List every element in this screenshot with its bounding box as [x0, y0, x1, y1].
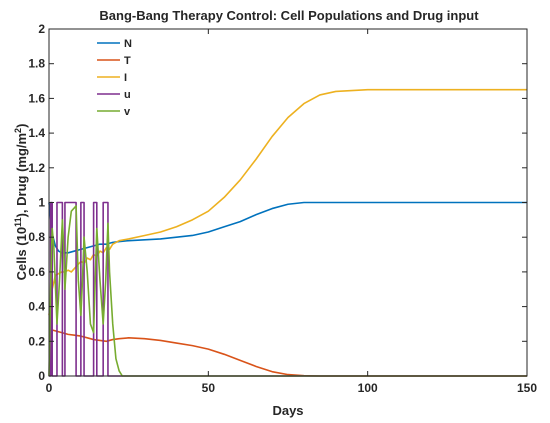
- y-tick-label: 0.6: [28, 265, 45, 279]
- legend-label-I: I: [124, 72, 127, 84]
- series-line-N: [48, 201, 527, 254]
- legend-label-u: u: [124, 89, 131, 101]
- legend-label-T: T: [124, 55, 131, 67]
- y-tick-label: 2: [38, 22, 45, 36]
- x-axis-label: Days: [272, 403, 303, 418]
- y-tick-label: 0.8: [28, 230, 45, 244]
- axes-layer: 0 50 100 150 0 0.2 0.4 0.6 0.8 1 1.2 1.4 1.6 1.8 2: [28, 22, 537, 395]
- y-tick-label: 1.2: [28, 161, 45, 175]
- series-line-v: [48, 205, 527, 377]
- series-line-T: [48, 328, 527, 377]
- legend-label-v: v: [124, 106, 131, 118]
- legend-label-N: N: [124, 38, 132, 50]
- y-tick-label: 1.4: [28, 126, 45, 140]
- y-tick-label: 1.6: [28, 91, 45, 105]
- x-tick-label: 50: [202, 381, 216, 395]
- y-tick-label: 0: [38, 369, 45, 383]
- y-tick-label: 1.8: [28, 57, 45, 71]
- chart-title: Bang-Bang Therapy Control: Cell Populati…: [99, 8, 479, 23]
- y-tick-label: 0.4: [28, 300, 45, 314]
- y-tick-label: 1: [38, 196, 45, 210]
- x-tick-label: 150: [517, 381, 537, 395]
- x-tick-label: 100: [358, 381, 378, 395]
- series-line-I: [48, 88, 527, 316]
- y-axis-label: Cells (1011), Drug (mg/m2): [13, 124, 29, 281]
- y-tick-label: 0.2: [28, 334, 45, 348]
- x-tick-label: 0: [46, 381, 53, 395]
